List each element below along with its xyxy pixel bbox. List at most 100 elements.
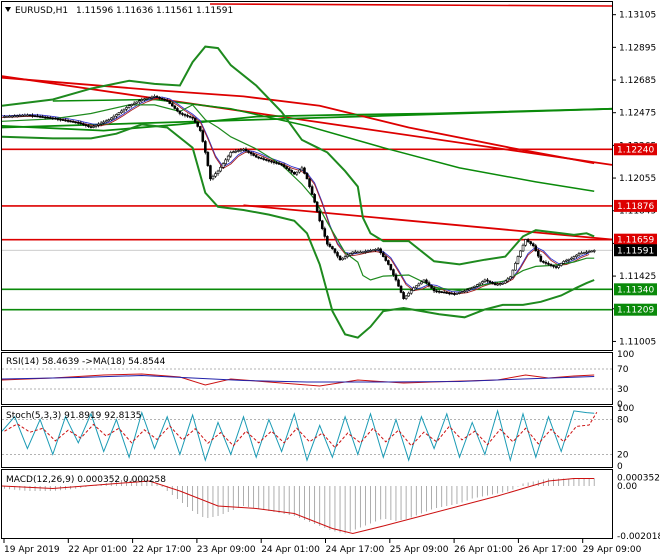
- candle-body: [542, 261, 545, 263]
- candle-body: [430, 285, 433, 289]
- candle-body: [564, 259, 568, 262]
- candle-body: [92, 126, 95, 128]
- candle-body: [572, 256, 576, 259]
- candle-body: [247, 150, 250, 153]
- price-tag-bg: [614, 283, 657, 296]
- bb-middle-band: [1, 104, 595, 292]
- candle-body: [277, 162, 281, 165]
- candle-body: [458, 292, 461, 294]
- candle-body: [399, 285, 403, 293]
- candle-body: [514, 263, 517, 271]
- candle-body: [392, 269, 395, 276]
- stoch-panel-frame: [1, 406, 613, 468]
- candle-body: [509, 276, 512, 280]
- candle-body: [397, 279, 400, 287]
- candle-body: [117, 112, 121, 115]
- top-red-line: [209, 3, 613, 7]
- candle-body: [56, 118, 60, 120]
- symbol-label: EURUSD,H1: [15, 6, 68, 16]
- candle-body: [211, 175, 215, 180]
- candle-body: [97, 123, 100, 126]
- price-tag-label: 1.11876: [617, 202, 654, 212]
- candle-body: [143, 98, 146, 101]
- candle-body: [242, 148, 245, 151]
- candle-body: [557, 265, 560, 268]
- candle-body: [501, 282, 505, 285]
- candle-body: [150, 96, 154, 99]
- candle-body: [122, 108, 126, 112]
- horizontal-levels: [2, 3, 613, 311]
- candle-body: [69, 120, 72, 123]
- candle-body: [503, 280, 507, 284]
- candle-body: [496, 283, 499, 286]
- candle-body: [28, 114, 32, 117]
- candle-body: [270, 160, 273, 163]
- candle-body: [267, 159, 271, 162]
- bb-upper-band: [1, 45, 595, 266]
- candle-body: [442, 291, 446, 294]
- candle-body: [244, 148, 248, 152]
- macd-signal-line: [1, 478, 595, 535]
- price-tag-bg: [614, 233, 657, 246]
- candle-body: [231, 151, 235, 154]
- candle-body: [577, 253, 581, 256]
- candle-body: [310, 186, 314, 195]
- candle-body: [336, 252, 339, 257]
- candle-body: [437, 290, 441, 293]
- candle-body: [107, 119, 111, 122]
- macd-tick-label: 0.00: [617, 482, 637, 492]
- candles: [3, 94, 596, 301]
- candle-body: [239, 149, 243, 152]
- candle-body: [21, 115, 24, 117]
- price-tick-label: 1.11005: [619, 337, 656, 347]
- macd-tick-label: -0.002018: [617, 532, 660, 542]
- candle-body: [526, 239, 530, 242]
- candle-body: [570, 257, 573, 260]
- candle-body: [531, 243, 535, 247]
- candle-body: [74, 121, 78, 124]
- candle-body: [84, 124, 88, 126]
- candle-body: [102, 121, 105, 124]
- candle-body: [407, 292, 410, 297]
- candle-body: [176, 108, 179, 112]
- candle-body: [326, 236, 329, 245]
- candle-body: [394, 274, 398, 281]
- candle-body: [343, 256, 347, 259]
- candle-body: [209, 165, 212, 180]
- candle-body: [226, 155, 230, 161]
- candle-body: [519, 250, 522, 257]
- candle-body: [275, 162, 278, 164]
- candle-body: [549, 264, 553, 266]
- candle-body: [417, 283, 421, 287]
- candle-body: [425, 279, 428, 284]
- candle-body: [18, 115, 22, 117]
- candle-body: [348, 253, 352, 256]
- candle-body: [376, 248, 380, 251]
- candle-body: [453, 293, 456, 295]
- candle-body: [379, 248, 383, 254]
- candle-body: [493, 283, 497, 285]
- stochastic-indicator: 100 80 20 0: [1, 404, 634, 472]
- candle-body: [409, 290, 413, 294]
- time-tick-label: 24 Apr 17:00: [326, 545, 385, 555]
- candle-body: [524, 239, 527, 246]
- candle-body: [8, 115, 11, 118]
- candle-body: [148, 97, 151, 99]
- candle-body: [94, 124, 98, 127]
- candle-body: [115, 114, 118, 117]
- candle-body: [404, 295, 408, 299]
- candle-body: [468, 288, 471, 291]
- price-tag-label: 1.11209: [617, 306, 654, 316]
- candle-body: [455, 292, 459, 295]
- time-tick-label: 24 Apr 01:00: [261, 545, 320, 555]
- stoch-tick-label: 0: [617, 462, 623, 472]
- candle-body: [46, 116, 50, 119]
- candle-body: [43, 116, 47, 119]
- rsi-ma-line: [1, 374, 595, 383]
- candle-body: [491, 282, 494, 284]
- candle-body: [204, 141, 207, 153]
- ma-red-long: [1, 76, 595, 165]
- candle-body: [229, 152, 233, 157]
- stoch-tick-label: 20: [617, 450, 629, 460]
